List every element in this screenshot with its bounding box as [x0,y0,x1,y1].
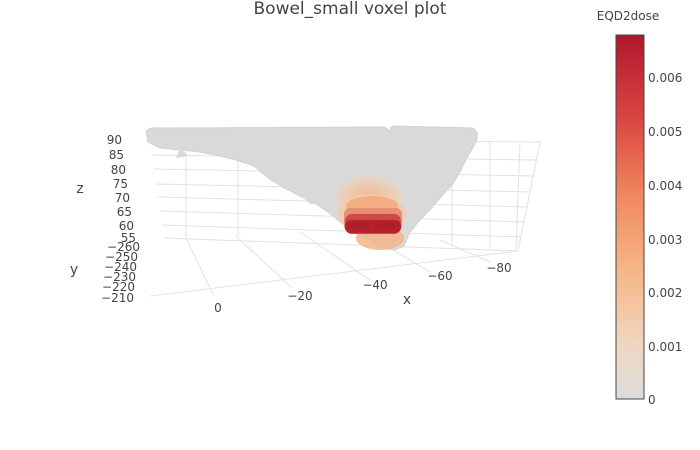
z-tick-label: 65 [117,205,132,219]
colorbar: EQD2dose 0.006 0.005 0.004 0.003 0.002 0.001 0 [597,9,683,407]
colorbar-tick-label: 0.001 [648,340,682,354]
colorbar-tick-label: 0.006 [648,71,682,85]
y-axis-ticks: −260−250−240−230−220−210 [101,240,140,305]
z-tick-label: 75 [113,177,128,191]
z-tick-label: 60 [119,219,134,233]
y-tick-label: −220 [102,280,135,294]
x-tick-label: 0 [214,301,222,315]
z-tick-label: 85 [109,148,124,162]
y-tick-label: −250 [105,250,138,264]
y-tick-label: −210 [101,291,134,305]
z-tick-label: 55 [121,231,136,245]
colorbar-tick-label: 0.005 [648,125,682,139]
x-tick-label: −60 [427,269,452,283]
colorbar-tick-label: 0.004 [648,179,682,193]
z-tick-label: 90 [107,133,122,147]
colorbar-title: EQD2dose [597,9,660,23]
x-tick-label: −40 [362,278,387,292]
y-axis-label: y [70,262,78,278]
colorbar-tick-label: 0 [648,393,656,407]
x-axis-label: x [403,292,411,308]
z-tick-label: 80 [111,163,126,177]
voxel-cloud-dose [330,174,406,250]
voxel-cloud-body [145,125,478,251]
z-tick-label: 70 [115,191,130,205]
x-tick-label: −20 [287,289,312,303]
colorbar-ticks: 0.006 0.005 0.004 0.003 0.002 0.001 0 [648,71,682,407]
chart-title: Bowel_small voxel plot [254,0,447,19]
y-tick-label: −230 [103,270,136,284]
colorbar-gradient [615,34,645,400]
colorbar-tick-label: 0.003 [648,233,682,247]
y-tick-label: −260 [107,240,140,254]
colorbar-tick-label: 0.002 [648,286,682,300]
z-axis-label: z [76,181,83,197]
x-axis-ticks: 0 −20 −40 −60 −80 [214,261,511,315]
x-tick-label: −80 [486,261,511,275]
y-tick-label: −240 [104,260,137,274]
